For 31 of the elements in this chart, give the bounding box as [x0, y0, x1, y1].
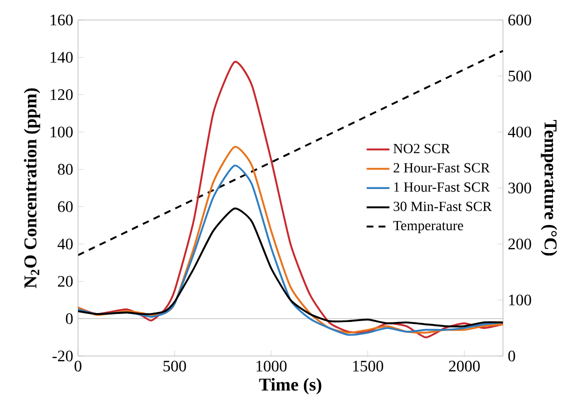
x-axis-title: Time (s): [259, 378, 322, 394]
y-tick-label: 40: [58, 238, 73, 250]
x-tick-label: 500: [164, 360, 186, 372]
y2-tick-label: 200: [508, 238, 532, 250]
y-axis-title: N$_{2}$O Concentration (ppm): [24, 88, 40, 288]
x-tick-label: 1000: [256, 360, 287, 372]
x-tick-label: 2000: [449, 360, 480, 372]
y2-tick-label: 500: [508, 70, 532, 82]
y-tick-label: 0: [66, 313, 73, 324]
x-tick-label: 1500: [353, 360, 384, 372]
legend-label: Temperature: [393, 220, 464, 234]
y2-tick-label: 600: [508, 14, 532, 26]
y-tick-label: 60: [58, 201, 73, 212]
y-tick-label: 100: [50, 126, 73, 138]
line-series: [78, 60, 504, 338]
y2-tick-label: 100: [509, 294, 532, 306]
legend-label: 2 Hour-Fast SCR: [394, 163, 490, 173]
y-tick-label: -20: [52, 350, 73, 362]
y2-tick-label: 0: [508, 350, 516, 362]
legend-label: NO2 SCR: [393, 144, 450, 154]
y-tick-label: 120: [50, 89, 73, 100]
y-tick-label: 20: [58, 276, 73, 287]
y2-axis-title: Temperature (°C): [540, 120, 558, 256]
y-tick-label: 140: [50, 52, 73, 63]
x-tick-label: 0: [74, 360, 82, 372]
y-tick-label: 160: [50, 14, 73, 26]
legend-label: 1 Hour-Fast SCR: [394, 182, 490, 192]
y2-tick-label: 400: [508, 126, 532, 138]
y-tick-label: 80: [58, 164, 73, 175]
legend-label: 30 Min-Fast SCR: [394, 202, 492, 212]
y2-tick-label: 300: [508, 182, 532, 194]
